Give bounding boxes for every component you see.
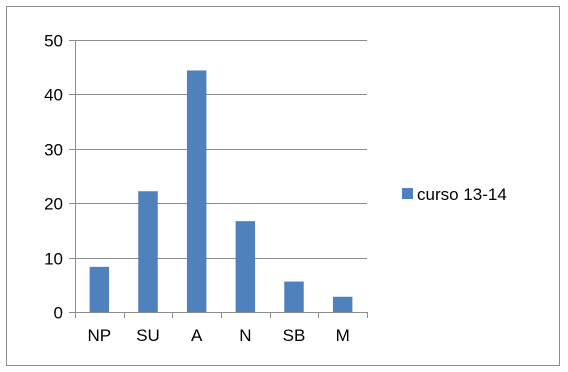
legend: curso 13-14: [402, 185, 507, 204]
legend-label: curso 13-14: [417, 185, 507, 204]
tick-labels: 0 10 20 30 40 50 NP SU A N SB M: [44, 32, 350, 346]
x-tick-label: N: [239, 326, 251, 345]
bar-n: [235, 221, 256, 312]
legend-swatch: [402, 188, 413, 199]
bar-sb: [284, 281, 304, 312]
y-tick-label: 50: [44, 32, 63, 51]
x-tick-label: NP: [88, 326, 112, 345]
bar-chart: 0 10 20 30 40 50 NP SU A N SB M curso 13-14: [44, 32, 507, 346]
axes: [69, 40, 368, 318]
x-tick-label: A: [191, 326, 203, 345]
y-tick-label: 10: [44, 250, 63, 269]
bar-su: [138, 191, 158, 312]
bar-np: [89, 266, 110, 312]
y-tick-label: 30: [44, 141, 63, 160]
x-tick-label: SB: [283, 326, 306, 345]
chart-frame: 0 10 20 30 40 50 NP SU A N SB M curso 13-14: [6, 6, 560, 366]
x-tick-label: M: [336, 326, 350, 345]
y-tick-label: 20: [44, 195, 63, 214]
x-tick-label: SU: [136, 326, 160, 345]
gridlines: [75, 40, 367, 259]
bar-a: [186, 70, 207, 312]
bar-m: [332, 296, 353, 312]
bars: [89, 70, 353, 312]
y-tick-label: 0: [54, 304, 63, 323]
y-tick-label: 40: [44, 86, 63, 105]
